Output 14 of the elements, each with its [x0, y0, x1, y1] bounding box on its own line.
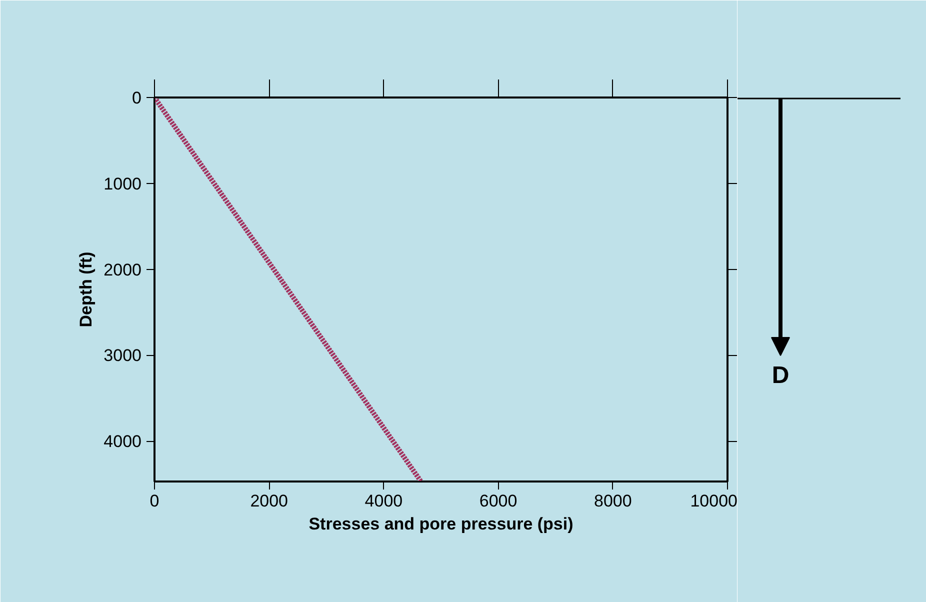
y-tick-label: 2000	[104, 260, 142, 280]
x-tick-label: 4000	[364, 492, 403, 510]
y-tick-label: 3000	[104, 346, 142, 366]
y-tick-label: 4000	[104, 432, 142, 452]
x-tick-label: 0	[150, 492, 160, 510]
text: D	[772, 362, 790, 389]
x-tick-label: 2000	[250, 492, 288, 510]
x-tick-label: 8000	[594, 492, 632, 510]
y-tick-label: 1000	[104, 174, 142, 194]
y-tick-label: 0	[132, 88, 142, 108]
x-axis-title: Stresses and pore pressure (psi)	[308, 514, 574, 534]
y-axis-title: Depth (ft)	[76, 252, 96, 328]
x-tick-label: 10000	[690, 492, 738, 510]
x-tick-label: 6000	[479, 492, 518, 510]
